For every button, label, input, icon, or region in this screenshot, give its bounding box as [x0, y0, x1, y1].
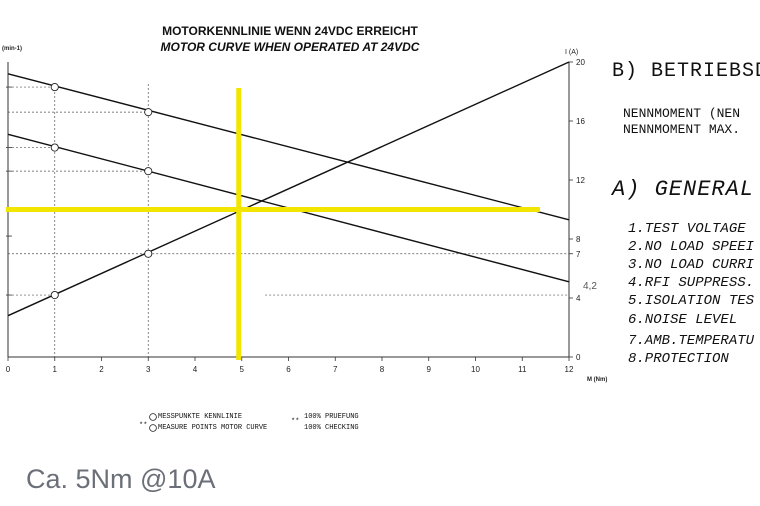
- x-tick-label: 12: [565, 365, 574, 374]
- x-axis-label: M (Nm): [587, 377, 607, 383]
- y-right-tick-label: 4: [576, 294, 581, 303]
- y-right-axis-label: I (A): [565, 49, 578, 56]
- measure-point: [144, 167, 153, 176]
- measure-point: [144, 108, 153, 117]
- x-tick-label: 10: [471, 365, 480, 374]
- y-right-tick-label: 7: [576, 250, 581, 259]
- chart-subtitle: MOTOR CURVE WHEN OPERATED AT 24VDC: [160, 40, 420, 54]
- section-a-item: 8.PROTECTION: [628, 351, 729, 367]
- section-a-item: 1.TEST VOLTAGE: [628, 221, 746, 237]
- y-right-tick-label: 0: [576, 353, 581, 362]
- x-tick-label: 6: [286, 365, 291, 374]
- x-tick-label: 8: [380, 365, 385, 374]
- x-tick-label: 5: [240, 365, 245, 374]
- section-a-item: 3.NO LOAD CURRI: [628, 257, 755, 273]
- section-a-heading: A) GENERAL: [612, 177, 755, 202]
- legend-asterisk-right: **: [291, 418, 300, 426]
- series-line-1: [7, 73, 570, 221]
- measure-point: [50, 143, 59, 152]
- legend-label-checking-de: 100% PRUEFUNG: [304, 413, 359, 421]
- legend-marker-icon: [149, 413, 157, 421]
- section-b-line: NENNMOMENT MAX.: [623, 122, 741, 137]
- section-a-item: 5.ISOLATION TES: [628, 293, 755, 309]
- section-a-item: 6.NOISE LEVEL: [628, 312, 738, 328]
- series-line-3: [7, 61, 570, 317]
- x-tick-label: 1: [53, 365, 58, 374]
- measure-point: [50, 83, 59, 92]
- x-tick-label: 9: [427, 365, 432, 374]
- legend-marker-icon: [149, 424, 157, 432]
- y-right-tick-label: 16: [576, 117, 585, 126]
- extra-current-label: 4,2: [583, 281, 597, 292]
- legend-asterisk-left: **: [139, 422, 148, 430]
- section-a-item: 4.RFI SUPPRESS.: [628, 275, 755, 291]
- section-b-line: NENNMOMENT (NEN: [623, 106, 741, 121]
- y-right-tick-label: 8: [576, 235, 581, 244]
- x-tick-label: 3: [146, 365, 151, 374]
- y-left-axis-label: (min-1): [2, 46, 22, 52]
- y-right-tick-label: 20: [576, 58, 585, 67]
- x-tick-label: 0: [6, 365, 11, 374]
- caption-text: Ca. 5Nm @10A: [26, 464, 216, 494]
- x-tick-label: 2: [99, 365, 104, 374]
- measure-point: [50, 290, 59, 300]
- legend-label-measure-points-de: MESSPUNKTE KENNLINIE: [158, 413, 243, 421]
- legend-label-checking-en: 100% CHECKING: [304, 424, 359, 432]
- x-tick-label: 7: [333, 365, 338, 374]
- x-tick-label: 11: [518, 365, 527, 374]
- chart-title: MOTORKENNLINIE WENN 24VDC ERREICHT: [162, 24, 418, 38]
- legend-label-measure-points-en: MEASURE POINTS MOTOR CURVE: [158, 424, 268, 432]
- measure-point: [144, 249, 153, 258]
- x-tick-label: 4: [193, 365, 198, 374]
- section-a-item: 7.AMB.TEMPERATU: [628, 333, 755, 349]
- y-right-tick-label: 12: [576, 176, 585, 185]
- section-b-heading: B) BETRIEBSD: [612, 60, 760, 83]
- section-a-item: 2.NO LOAD SPEEI: [628, 239, 755, 255]
